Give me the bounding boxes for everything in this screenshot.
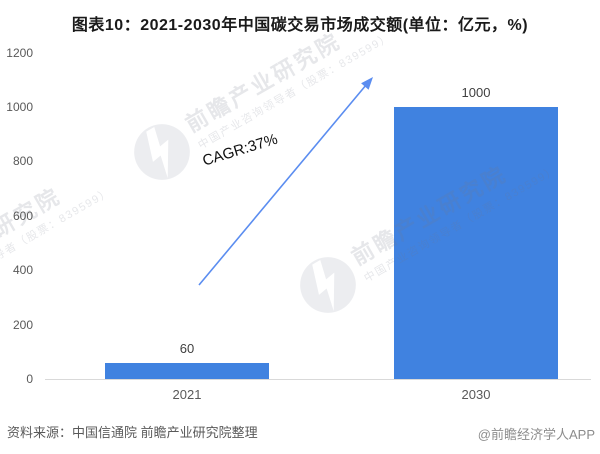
source-note: 资料来源：中国信通院 前瞻产业研究院整理 <box>7 425 258 440</box>
bar-2021 <box>105 363 269 379</box>
cagr-arrow-head <box>361 77 373 90</box>
y-axis-tick-label: 600 <box>12 208 33 223</box>
cagr-label: CAGR:37% <box>200 130 280 170</box>
bar-value-label: 1000 <box>461 85 491 100</box>
x-axis-line <box>45 379 591 380</box>
y-axis-tick-label: 200 <box>12 317 33 332</box>
y-axis-tick-label: 400 <box>12 263 33 278</box>
y-axis-tick-label: 0 <box>26 372 33 386</box>
bar-2030 <box>394 107 558 379</box>
y-axis-tick-label: 1200 <box>6 45 33 60</box>
cagr-arrow-line <box>198 83 368 286</box>
y-axis-tick-label: 1000 <box>6 100 33 114</box>
x-axis-category-label: 2030 <box>461 387 491 402</box>
chart-title: 图表10：2021-2030年中国碳交易市场成交额(单位：亿元，%) <box>71 17 529 34</box>
credit-note: @前瞻经济学人APP <box>477 427 595 442</box>
x-axis-category-label: 2021 <box>172 387 202 402</box>
bar-value-label: 60 <box>179 341 195 356</box>
y-axis-tick-label: 800 <box>12 154 33 169</box>
